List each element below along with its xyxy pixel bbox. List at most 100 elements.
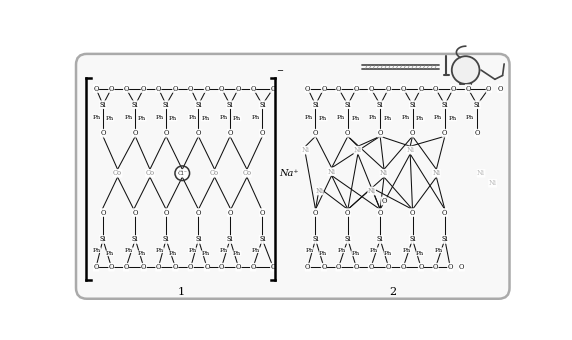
Text: O: O [418, 85, 424, 92]
Text: O: O [382, 197, 387, 205]
Text: Ph: Ph [138, 116, 146, 121]
Text: Ph: Ph [351, 251, 360, 256]
Text: Ni: Ni [315, 187, 323, 195]
Text: Si: Si [100, 236, 106, 243]
Text: Co: Co [178, 169, 187, 177]
Text: Ph: Ph [169, 116, 177, 121]
Text: O: O [271, 85, 276, 92]
Text: Ph: Ph [402, 115, 410, 120]
Text: O: O [353, 85, 359, 92]
Text: Si: Si [474, 101, 480, 109]
Text: O: O [451, 85, 456, 92]
Text: O: O [378, 208, 383, 217]
Text: O: O [141, 85, 146, 92]
Text: Si: Si [195, 236, 202, 243]
Text: O: O [442, 208, 448, 217]
Text: O: O [313, 129, 318, 137]
Text: Co: Co [113, 169, 122, 177]
Text: O: O [271, 263, 276, 271]
Text: Ph: Ph [319, 116, 327, 121]
Text: Si: Si [409, 236, 416, 243]
Text: O: O [305, 263, 311, 271]
Text: Ph: Ph [370, 248, 378, 253]
Text: O: O [227, 208, 233, 217]
Text: Ni: Ni [368, 187, 376, 195]
Circle shape [452, 56, 479, 84]
Text: Na⁺: Na⁺ [279, 169, 299, 178]
Text: Ph: Ph [304, 115, 313, 120]
Text: O: O [173, 263, 178, 271]
Text: Ph: Ph [233, 251, 241, 256]
Text: O: O [236, 85, 241, 92]
Text: O: O [109, 263, 114, 271]
Text: Ph: Ph [156, 248, 164, 253]
Text: O: O [410, 129, 415, 137]
Text: O: O [486, 85, 491, 92]
Text: Ph: Ph [351, 116, 360, 121]
Text: O: O [474, 129, 480, 137]
Text: O: O [109, 85, 114, 92]
Text: Si: Si [409, 101, 416, 109]
Text: O: O [368, 85, 374, 92]
Text: Ni: Ni [301, 146, 309, 154]
Text: O: O [442, 129, 448, 137]
Text: Ph: Ph [369, 115, 378, 120]
Text: O: O [386, 85, 391, 92]
Text: Ph: Ph [233, 116, 241, 121]
Text: Ph: Ph [201, 116, 209, 121]
Text: Ph: Ph [188, 248, 196, 253]
Text: Co: Co [243, 169, 252, 177]
Text: O: O [345, 129, 351, 137]
Text: Si: Si [259, 236, 265, 243]
Text: O: O [204, 85, 210, 92]
Text: O: O [173, 85, 178, 92]
Text: O: O [219, 85, 224, 92]
Text: O: O [188, 85, 193, 92]
Text: O: O [260, 129, 265, 137]
Text: Ph: Ph [169, 251, 177, 256]
Text: O: O [251, 85, 256, 92]
Text: Ph: Ph [435, 248, 443, 253]
Text: O: O [133, 208, 138, 217]
Text: O: O [353, 263, 359, 271]
Text: O: O [459, 263, 464, 271]
Text: Si: Si [132, 101, 138, 109]
Text: Si: Si [344, 236, 351, 243]
Text: O: O [336, 85, 341, 92]
Text: 1: 1 [177, 287, 184, 297]
Text: Si: Si [227, 101, 233, 109]
Text: Co: Co [210, 169, 219, 177]
Text: Ni: Ni [488, 179, 496, 187]
Text: O: O [100, 208, 106, 217]
Text: Si: Si [442, 236, 448, 243]
Text: Ph: Ph [252, 248, 260, 253]
Text: Ph: Ph [106, 116, 114, 121]
Text: O: O [133, 129, 138, 137]
Text: O: O [219, 263, 224, 271]
Text: O: O [100, 129, 106, 137]
Text: Ni: Ni [328, 168, 336, 176]
Text: Si: Si [163, 101, 169, 109]
Text: O: O [378, 129, 383, 137]
Text: Ph: Ph [466, 115, 474, 120]
Text: Si: Si [163, 236, 169, 243]
Text: O: O [124, 85, 129, 92]
Text: O: O [498, 85, 503, 92]
Text: O: O [93, 263, 99, 271]
Text: O: O [433, 263, 438, 271]
Text: Ph: Ph [125, 115, 133, 120]
Text: Ni: Ni [406, 146, 414, 154]
Text: Ni: Ni [354, 146, 362, 154]
Text: O: O [196, 208, 201, 217]
Text: Ph: Ph [93, 115, 101, 120]
Text: O: O [368, 263, 374, 271]
Text: Ph: Ph [220, 248, 228, 253]
Text: O: O [93, 85, 99, 92]
Text: Si: Si [312, 101, 319, 109]
Text: O: O [345, 208, 351, 217]
Text: Ph: Ph [305, 248, 313, 253]
Text: Ph: Ph [384, 116, 392, 121]
Text: Ph: Ph [337, 248, 345, 253]
Text: Si: Si [377, 101, 383, 109]
Text: O: O [156, 85, 161, 92]
